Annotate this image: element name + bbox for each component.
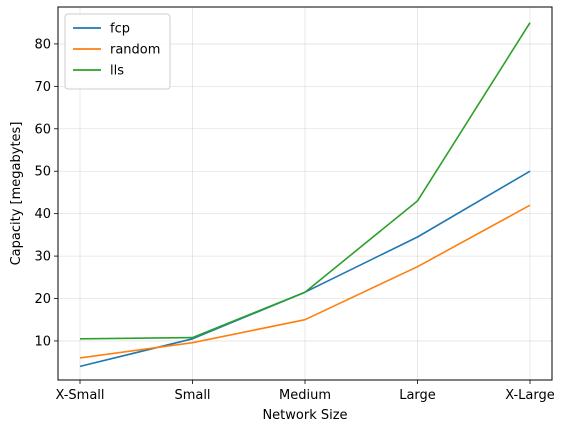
y-tick-label: 70 [34,80,51,95]
x-axis-ticks: X-Small Small Medium Large X-Large [55,380,555,403]
legend-label-random: random [110,43,160,58]
x-tick-label: X-Small [55,388,104,403]
y-axis-ticks: 10 20 30 40 50 60 70 80 [34,37,58,349]
y-tick-label: 20 [34,292,51,307]
series-line-lls [79,22,531,340]
x-tick-label: Medium [279,388,331,403]
x-tick-label: X-Large [505,388,555,403]
x-tick-label: Large [399,388,436,403]
legend: fcp random lls [64,13,171,90]
y-axis-label: Capacity [megabytes] [9,122,24,266]
y-tick-label: 10 [34,334,51,349]
series-lines [79,22,531,368]
legend-label-fcp: fcp [110,22,130,37]
x-tick-label: Small [174,388,210,403]
y-tick-label: 30 [34,250,51,265]
x-axis-label: Network Size [262,408,347,423]
y-tick-label: 60 [34,122,51,137]
legend-label-lls: lls [110,64,124,79]
series-line-random [79,204,531,359]
y-tick-label: 40 [34,207,51,222]
y-tick-label: 50 [34,165,51,180]
y-tick-label: 80 [34,37,51,52]
